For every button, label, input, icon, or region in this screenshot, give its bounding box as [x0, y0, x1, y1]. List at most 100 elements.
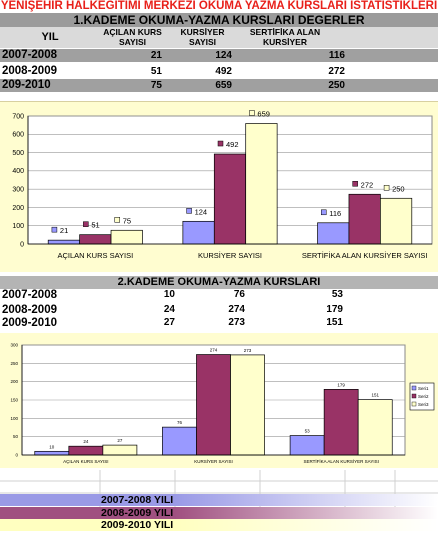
table2-row: 2008-2009 24 274 179	[0, 304, 438, 316]
y-tick-label: 150	[10, 398, 18, 403]
bar	[182, 220, 215, 245]
data-label-key	[217, 140, 224, 147]
page-title: YENİŞEHİR HALKEGİTİMİ MERKEZİ OKUMA YAZM…	[0, 0, 438, 13]
legend-swatch	[411, 385, 417, 391]
chart1-panel: 0 100 200 300 400 500 600 700 21 51 75 AÇILAN KURS …	[0, 101, 438, 272]
bar	[34, 450, 70, 456]
y-tick-label: 700	[12, 113, 24, 120]
data-label: 75	[123, 216, 131, 225]
category-label: AÇILAN KURS SAYISI	[57, 251, 133, 260]
bar	[230, 354, 265, 456]
header-opened-courses: AÇILAN KURS SAYISI	[103, 27, 162, 47]
y-tick-label: 100	[10, 416, 18, 421]
bar	[323, 389, 359, 456]
cell-value: 151	[326, 317, 343, 328]
legend-label: Seri1	[418, 386, 429, 391]
bar	[245, 123, 278, 245]
cell-value: 272	[328, 66, 345, 77]
row-year: 2009-2010	[2, 317, 57, 329]
bar	[196, 354, 231, 456]
cell-value: 75	[150, 80, 162, 91]
data-label-key	[352, 181, 358, 187]
table1-header-row: YIL AÇILAN KURS SAYISI KURSİYER SAYISI S…	[0, 27, 438, 48]
y-tick-label: 200	[10, 379, 18, 384]
y-tick-label: 200	[12, 205, 24, 212]
legend-row: 2007-2008 YILI	[0, 494, 438, 506]
category-label: SERTİFİKA ALAN KURSİYER SAYISI	[302, 251, 428, 260]
category-label: SERTİFİKA ALAN KURSİYER SAYISI	[303, 458, 378, 464]
y-tick-label: 0	[15, 453, 18, 458]
y-tick-label: 500	[12, 150, 24, 157]
cell-value: 53	[331, 289, 343, 300]
legend-label: 2009-2010 YILI	[101, 519, 174, 531]
bar	[289, 435, 325, 456]
cell-value: 274	[228, 304, 245, 315]
y-tick-label: 600	[12, 132, 24, 139]
data-label-key	[83, 221, 89, 227]
data-label-key	[320, 209, 327, 216]
legend-swatch	[0, 519, 438, 531]
row-year: 2008-2009	[2, 304, 57, 316]
legend-label: Seri3	[418, 402, 429, 407]
data-label: 274	[210, 348, 218, 353]
table1-row: 2008-2009 51 492 272	[0, 65, 438, 78]
cell-value: 10	[163, 289, 175, 300]
row-year: 209-2010	[2, 79, 51, 91]
data-label: 53	[305, 429, 311, 434]
data-label: 492	[226, 140, 239, 149]
cell-value: 124	[215, 50, 232, 61]
legend-row: 2009-2010 YILI	[0, 519, 438, 531]
data-label: 124	[195, 207, 208, 216]
data-label: 151	[371, 393, 379, 398]
data-label: 10	[49, 444, 55, 449]
chart2-legend: Seri1 Seri2 Seri3	[409, 382, 435, 411]
bar	[110, 229, 143, 245]
chart2: 0 50 100 150 200 250 300 10 24 27 AÇILAN KURS SAYI…	[10, 343, 435, 464]
table2-row: 2009-2010 27 273 151	[0, 317, 438, 329]
data-label: 250	[392, 184, 405, 193]
bar	[162, 426, 197, 456]
data-label: 27	[117, 438, 123, 443]
legend-label: 2008-2009 YILI	[101, 507, 174, 519]
legend-swatch	[0, 494, 438, 506]
cell-value: 273	[228, 317, 245, 328]
legend-swatch	[0, 507, 438, 519]
row-year: 2007-2008	[2, 49, 57, 61]
y-tick-label: 250	[10, 361, 18, 366]
bar	[79, 234, 112, 245]
table1-row: 2007-2008 21 124 116	[0, 49, 438, 62]
y-tick-label: 100	[12, 223, 24, 230]
data-label: 179	[337, 382, 345, 387]
chart1: 0 100 200 300 400 500 600 700 21 51 75 AÇILAN KURS …	[12, 109, 433, 260]
table1-row: 209-2010 75 659 250	[0, 79, 438, 92]
category-label: KURSİYER SAYISI	[194, 458, 232, 464]
header-trainees: KURSİYER SAYISI	[180, 27, 225, 47]
cell-value: 659	[215, 80, 232, 91]
data-label: 51	[91, 221, 99, 230]
bar	[47, 239, 80, 245]
table2-title: 2.KADEME OKUMA-YAZMA KURSLARI	[0, 276, 438, 289]
table2-row: 2007-2008 10 76 53	[0, 289, 438, 301]
category-label: AÇILAN KURS SAYISI	[63, 459, 108, 464]
y-tick-label: 300	[12, 186, 24, 193]
category-label: KURSİYER SAYISI	[198, 251, 262, 260]
data-label: 272	[361, 180, 374, 189]
legend-swatch	[411, 401, 417, 407]
bar	[102, 444, 138, 456]
bar	[68, 445, 104, 456]
cell-value: 116	[328, 50, 345, 61]
row-year: 2008-2009	[2, 65, 57, 77]
row-year: 2007-2008	[2, 289, 57, 301]
cell-value: 250	[328, 80, 345, 91]
cell-value: 27	[163, 317, 175, 328]
y-tick-label: 400	[12, 168, 24, 175]
cell-value: 21	[150, 50, 162, 61]
data-label: 24	[83, 439, 89, 444]
legend-label: Seri2	[418, 394, 429, 399]
data-label-key	[51, 226, 58, 233]
y-tick-label: 50	[13, 434, 19, 439]
data-label-key	[383, 185, 390, 191]
data-label-key	[114, 217, 121, 223]
data-label-key	[249, 110, 255, 116]
cell-value: 24	[163, 304, 175, 315]
